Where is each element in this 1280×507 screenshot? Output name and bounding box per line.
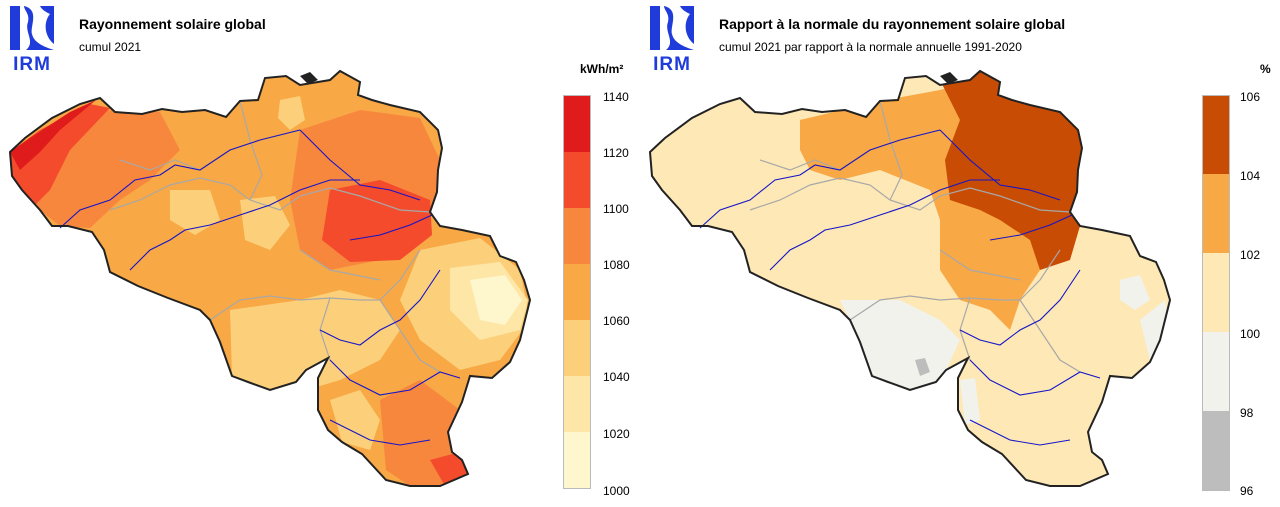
legend-swatch-2 [564, 152, 590, 208]
legend-swatch-6 [564, 376, 590, 432]
legend-unit: kWh/m² [580, 62, 624, 76]
legend-swatch-3 [1203, 253, 1229, 332]
legend-swatch-3 [564, 208, 590, 264]
legend-tick: 104 [1240, 169, 1261, 183]
legend-swatch-1 [1203, 96, 1229, 174]
legend-tick: 1060 [603, 314, 630, 328]
solar-radiation-map [9, 70, 531, 487]
left-map-panel: IRM Rayonnement solaire global cumul 202… [6, 4, 630, 498]
irm-logo-text: IRM [13, 54, 51, 75]
legend-tick: 1100 [603, 202, 629, 216]
legend-tick: 1040 [603, 370, 630, 384]
legend-swatch-4 [1203, 332, 1229, 411]
legend-swatch-4 [564, 264, 590, 320]
page-subtitle: cumul 2021 [79, 40, 142, 54]
page-title: Rapport à la normale du rayonnement sola… [719, 16, 1066, 32]
legend-color-bar [1202, 95, 1230, 491]
legend-tick: 1000 [603, 484, 630, 498]
right-map-panel: IRM Rapport à la normale du rayonnement … [640, 0, 1280, 507]
irm-logo-mark [10, 6, 54, 50]
irm-logo-text: IRM [653, 54, 691, 75]
legend-tick: 100 [1240, 327, 1261, 341]
irm-logo: IRM [6, 4, 58, 75]
irm-logo: IRM [646, 4, 698, 75]
legend-unit: % [1260, 62, 1271, 76]
irm-logo-mark [650, 6, 694, 50]
legend-swatch-5 [1203, 411, 1229, 490]
legend-tick: 1080 [603, 258, 630, 272]
legend-color-bar [563, 95, 591, 489]
legend-swatch-1 [564, 96, 590, 152]
legend-tick: 98 [1240, 406, 1254, 420]
page-subtitle: cumul 2021 par rapport à la normale annu… [719, 40, 1022, 54]
legend-swatch-5 [564, 320, 590, 376]
legend-tick: 1140 [603, 90, 629, 104]
solar-radiation-ratio-map [649, 70, 1171, 487]
legend-tick: 1120 [603, 146, 629, 160]
legend-swatch-7 [564, 432, 590, 488]
legend-tick: 102 [1240, 248, 1261, 262]
legend-tick: 1020 [603, 427, 630, 441]
legend-swatch-2 [1203, 174, 1229, 253]
page-title: Rayonnement solaire global [79, 16, 266, 32]
legend-tick: 106 [1240, 90, 1261, 104]
legend-tick: 96 [1240, 484, 1254, 498]
